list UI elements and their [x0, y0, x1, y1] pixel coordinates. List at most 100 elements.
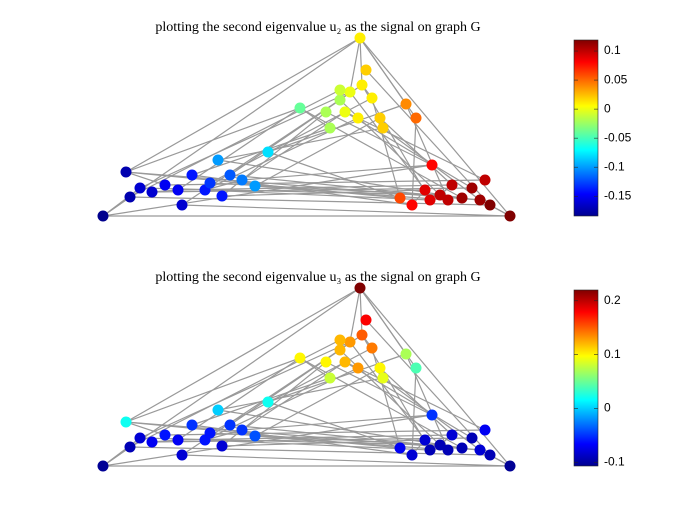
- node: [419, 184, 431, 196]
- chart-title: plotting the second eigenvalue u₃ as the…: [155, 270, 480, 285]
- node: [159, 179, 171, 191]
- node: [377, 372, 389, 384]
- chart-title: plotting the second eigenvalue u₂ as the…: [155, 20, 480, 35]
- node: [344, 86, 356, 98]
- edge: [164, 429, 486, 436]
- edge: [267, 151, 401, 199]
- node: [204, 177, 216, 189]
- node: [334, 84, 346, 96]
- node: [504, 460, 516, 472]
- edge: [125, 357, 301, 423]
- edge: [139, 437, 441, 446]
- edge: [221, 439, 426, 447]
- edge: [479, 449, 511, 467]
- node: [377, 122, 389, 134]
- node: [479, 174, 491, 186]
- colorbar-tick-label: 0.1: [604, 43, 621, 57]
- node: [400, 98, 412, 110]
- edge: [344, 361, 473, 439]
- node: [424, 194, 436, 206]
- edge: [349, 91, 426, 191]
- edge: [254, 435, 449, 451]
- node: [334, 334, 346, 346]
- node: [406, 199, 418, 211]
- edge: [254, 367, 381, 437]
- node: [344, 336, 356, 348]
- node: [249, 180, 261, 192]
- node: [262, 396, 274, 408]
- node: [394, 192, 406, 204]
- edge: [164, 179, 486, 186]
- colorbar-tick-label: 0.05: [604, 72, 628, 86]
- colorbar-tick-label: 0: [604, 101, 611, 115]
- edge: [349, 37, 361, 93]
- edge: [349, 287, 361, 343]
- node: [262, 146, 274, 158]
- colorbar: [573, 39, 599, 217]
- node: [474, 194, 486, 206]
- edge: [125, 421, 166, 436]
- node: [360, 64, 372, 76]
- node: [394, 442, 406, 454]
- edge: [299, 357, 463, 449]
- edge: [365, 69, 491, 206]
- node: [249, 430, 261, 442]
- edge: [359, 287, 511, 467]
- edge: [125, 107, 301, 173]
- edge: [359, 287, 363, 336]
- edge: [241, 164, 433, 181]
- node: [212, 154, 224, 166]
- colorbar-tick-label: 0: [604, 401, 611, 415]
- edge: [344, 111, 473, 189]
- node: [176, 199, 188, 211]
- node: [366, 92, 378, 104]
- colorbar-tick-label: -0.1: [604, 159, 625, 173]
- node: [400, 348, 412, 360]
- node: [339, 106, 351, 118]
- node: [97, 210, 109, 222]
- node: [374, 362, 386, 374]
- edge: [379, 117, 453, 186]
- edge: [102, 196, 131, 217]
- edge: [254, 117, 381, 187]
- node: [159, 429, 171, 441]
- node: [356, 79, 368, 91]
- edge: [357, 367, 486, 431]
- node: [474, 444, 486, 456]
- node: [366, 342, 378, 354]
- node: [352, 362, 364, 374]
- node: [216, 190, 228, 202]
- node: [446, 429, 458, 441]
- node: [124, 441, 136, 453]
- node: [354, 282, 366, 294]
- node: [456, 442, 468, 454]
- edge: [267, 401, 401, 449]
- edge: [204, 439, 431, 451]
- edge: [379, 367, 453, 436]
- edge: [299, 357, 331, 379]
- node: [324, 122, 336, 134]
- edges: [102, 287, 511, 467]
- node: [484, 199, 496, 211]
- edge: [102, 287, 361, 467]
- node: [236, 174, 248, 186]
- edge: [102, 414, 433, 467]
- node: [176, 449, 188, 461]
- node: [479, 424, 491, 436]
- node: [356, 329, 368, 341]
- edge: [241, 414, 433, 431]
- edge: [139, 187, 441, 196]
- node: [424, 444, 436, 456]
- colorbar: [573, 289, 599, 467]
- node: [320, 106, 332, 118]
- node: [324, 372, 336, 384]
- edge: [411, 367, 417, 456]
- node: [354, 32, 366, 44]
- node: [97, 460, 109, 472]
- edge: [359, 37, 511, 217]
- node: [224, 169, 236, 181]
- edge: [125, 287, 361, 423]
- node: [434, 189, 446, 201]
- edge: [217, 377, 384, 411]
- edge: [125, 37, 361, 173]
